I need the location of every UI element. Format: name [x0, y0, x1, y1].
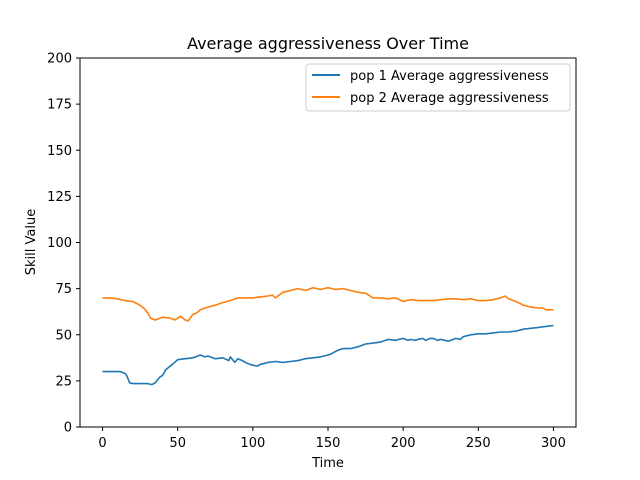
x-tick-label: 300 — [541, 436, 566, 451]
y-tick-label: 50 — [55, 328, 72, 343]
x-tick-label: 250 — [466, 436, 491, 451]
x-axis: 0 50 100 150 200 250 300 — [98, 427, 566, 451]
y-tick-label: 25 — [55, 374, 72, 389]
series-line-pop-1 — [102, 324, 554, 386]
y-tick-label: 125 — [47, 190, 72, 205]
legend-frame — [305, 63, 571, 112]
y-axis-label: Skill Value — [24, 209, 39, 275]
y-tick-label: 200 — [47, 52, 72, 67]
x-tick-label: 100 — [240, 436, 265, 451]
x-tick-label: 150 — [316, 436, 341, 451]
legend-entry-pop-1: pop 1 Average aggressiveness — [350, 69, 549, 84]
y-tick-label: 75 — [55, 282, 72, 297]
x-tick-label: 200 — [391, 436, 416, 451]
y-axis: 0 25 50 75 100 125 150 175 200 — [47, 52, 80, 436]
chart-title: Average aggressiveness Over Time — [187, 34, 469, 53]
y-tick-label: 150 — [47, 144, 72, 159]
legend-entry-pop-2: pop 2 Average aggressiveness — [350, 91, 549, 106]
y-tick-label: 0 — [64, 421, 72, 436]
y-tick-label: 175 — [47, 98, 72, 113]
legend: pop 1 Average aggressiveness pop 2 Avera… — [305, 63, 571, 112]
x-tick-label: 50 — [169, 436, 186, 451]
y-tick-label: 100 — [47, 236, 72, 251]
x-axis-label: Time — [311, 456, 344, 471]
series-line-pop-2 — [102, 286, 554, 322]
plot-lines — [102, 286, 554, 386]
x-tick-label: 0 — [98, 436, 106, 451]
